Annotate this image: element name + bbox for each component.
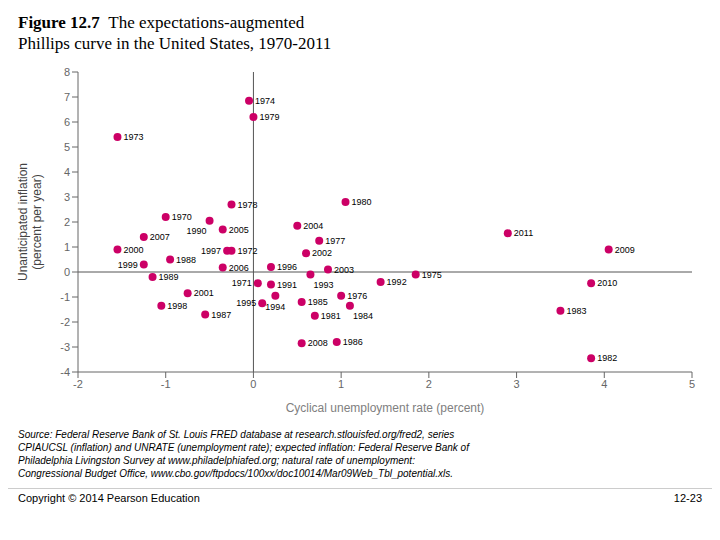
svg-text:1987: 1987 — [211, 310, 231, 320]
svg-text:6: 6 — [64, 116, 70, 128]
svg-text:1: 1 — [64, 241, 70, 253]
svg-text:1991: 1991 — [277, 280, 297, 290]
svg-text:1982: 1982 — [597, 353, 617, 363]
svg-text:0: 0 — [250, 378, 256, 390]
svg-text:1: 1 — [338, 378, 344, 390]
svg-text:1998: 1998 — [167, 301, 187, 311]
svg-text:4: 4 — [601, 378, 607, 390]
svg-text:2006: 2006 — [229, 263, 249, 273]
svg-text:1978: 1978 — [238, 200, 258, 210]
svg-text:1994: 1994 — [265, 302, 285, 312]
svg-text:1980: 1980 — [352, 197, 372, 207]
html-text:Copyright © 2014 Pearson Educa: Copyright © 2014 Pearson Education — [18, 492, 200, 504]
svg-text:1977: 1977 — [325, 236, 345, 246]
svg-text:2011: 2011 — [514, 228, 533, 238]
svg-text:1985: 1985 — [308, 297, 328, 307]
svg-text:2004: 2004 — [303, 221, 323, 231]
svg-text:1989: 1989 — [159, 272, 179, 282]
svg-text:Unanticipated inflation(percen: Unanticipated inflation(percent per year… — [16, 163, 44, 281]
svg-text:2003: 2003 — [334, 265, 354, 275]
svg-text:1997: 1997 — [201, 246, 221, 256]
svg-text:-2: -2 — [73, 378, 83, 390]
svg-text:1992: 1992 — [387, 277, 407, 287]
svg-text:7: 7 — [64, 91, 70, 103]
svg-text:2002: 2002 — [312, 248, 332, 258]
svg-text:3: 3 — [64, 191, 70, 203]
svg-text:-2: -2 — [60, 316, 70, 328]
svg-text:2008: 2008 — [308, 338, 328, 348]
svg-text:3: 3 — [514, 378, 520, 390]
svg-text:1976: 1976 — [347, 291, 367, 301]
svg-text:2001: 2001 — [194, 288, 214, 298]
svg-text:-4: -4 — [60, 366, 70, 378]
svg-text:0: 0 — [64, 266, 70, 278]
html-text:Figure 12.7 The expectations-a: Figure 12.7 The expectations-augmented — [18, 13, 305, 32]
svg-text:2005: 2005 — [229, 225, 249, 235]
html-text:Congressional Budget Office, w: Congressional Budget Office, www.cbo.gov… — [18, 468, 454, 479]
svg-text:2000: 2000 — [123, 245, 143, 255]
svg-text:1979: 1979 — [259, 112, 279, 122]
svg-text:1975: 1975 — [422, 270, 442, 280]
svg-text:4: 4 — [64, 166, 70, 178]
svg-text:2: 2 — [64, 216, 70, 228]
html-text:CPIAUCSL (inflation) and UNRAT: CPIAUCSL (inflation) and UNRATE (unemplo… — [18, 442, 469, 453]
svg-text:1973: 1973 — [123, 132, 143, 142]
svg-text:-1: -1 — [60, 291, 70, 303]
html-text:12-23: 12-23 — [673, 492, 702, 504]
svg-text:1971: 1971 — [232, 278, 252, 288]
svg-text:1995: 1995 — [236, 298, 256, 308]
svg-text:-3: -3 — [60, 341, 70, 353]
svg-text:1993: 1993 — [313, 280, 333, 290]
svg-text:1970: 1970 — [172, 212, 192, 222]
html-text:Philadelphia Livingston Survey: Philadelphia Livingston Survey at www.ph… — [18, 455, 415, 466]
svg-text:2010: 2010 — [597, 278, 617, 288]
svg-text:1988: 1988 — [176, 255, 196, 265]
svg-text:2007: 2007 — [150, 232, 170, 242]
svg-text:2009: 2009 — [615, 245, 635, 255]
svg-text:1986: 1986 — [343, 337, 363, 347]
html-text:Phillips curve in the United S: Phillips curve in the United States, 197… — [18, 34, 332, 53]
svg-text:1981: 1981 — [321, 311, 341, 321]
svg-text:Cyclical unemployment rate (pe: Cyclical unemployment rate (percent) — [286, 401, 485, 415]
svg-text:-1: -1 — [161, 378, 171, 390]
svg-text:1972: 1972 — [238, 246, 258, 256]
svg-text:5: 5 — [689, 378, 695, 390]
svg-text:1990: 1990 — [187, 226, 207, 236]
svg-text:1983: 1983 — [566, 306, 586, 316]
svg-text:8: 8 — [64, 66, 70, 78]
html-text:Source: Federal Reserve Bank o: Source: Federal Reserve Bank of St. Loui… — [18, 429, 455, 440]
svg-text:1974: 1974 — [255, 96, 275, 106]
svg-text:5: 5 — [64, 141, 70, 153]
svg-text:1999: 1999 — [118, 260, 138, 270]
svg-text:1984: 1984 — [353, 311, 373, 321]
svg-text:2: 2 — [426, 378, 432, 390]
svg-text:1996: 1996 — [277, 262, 297, 272]
